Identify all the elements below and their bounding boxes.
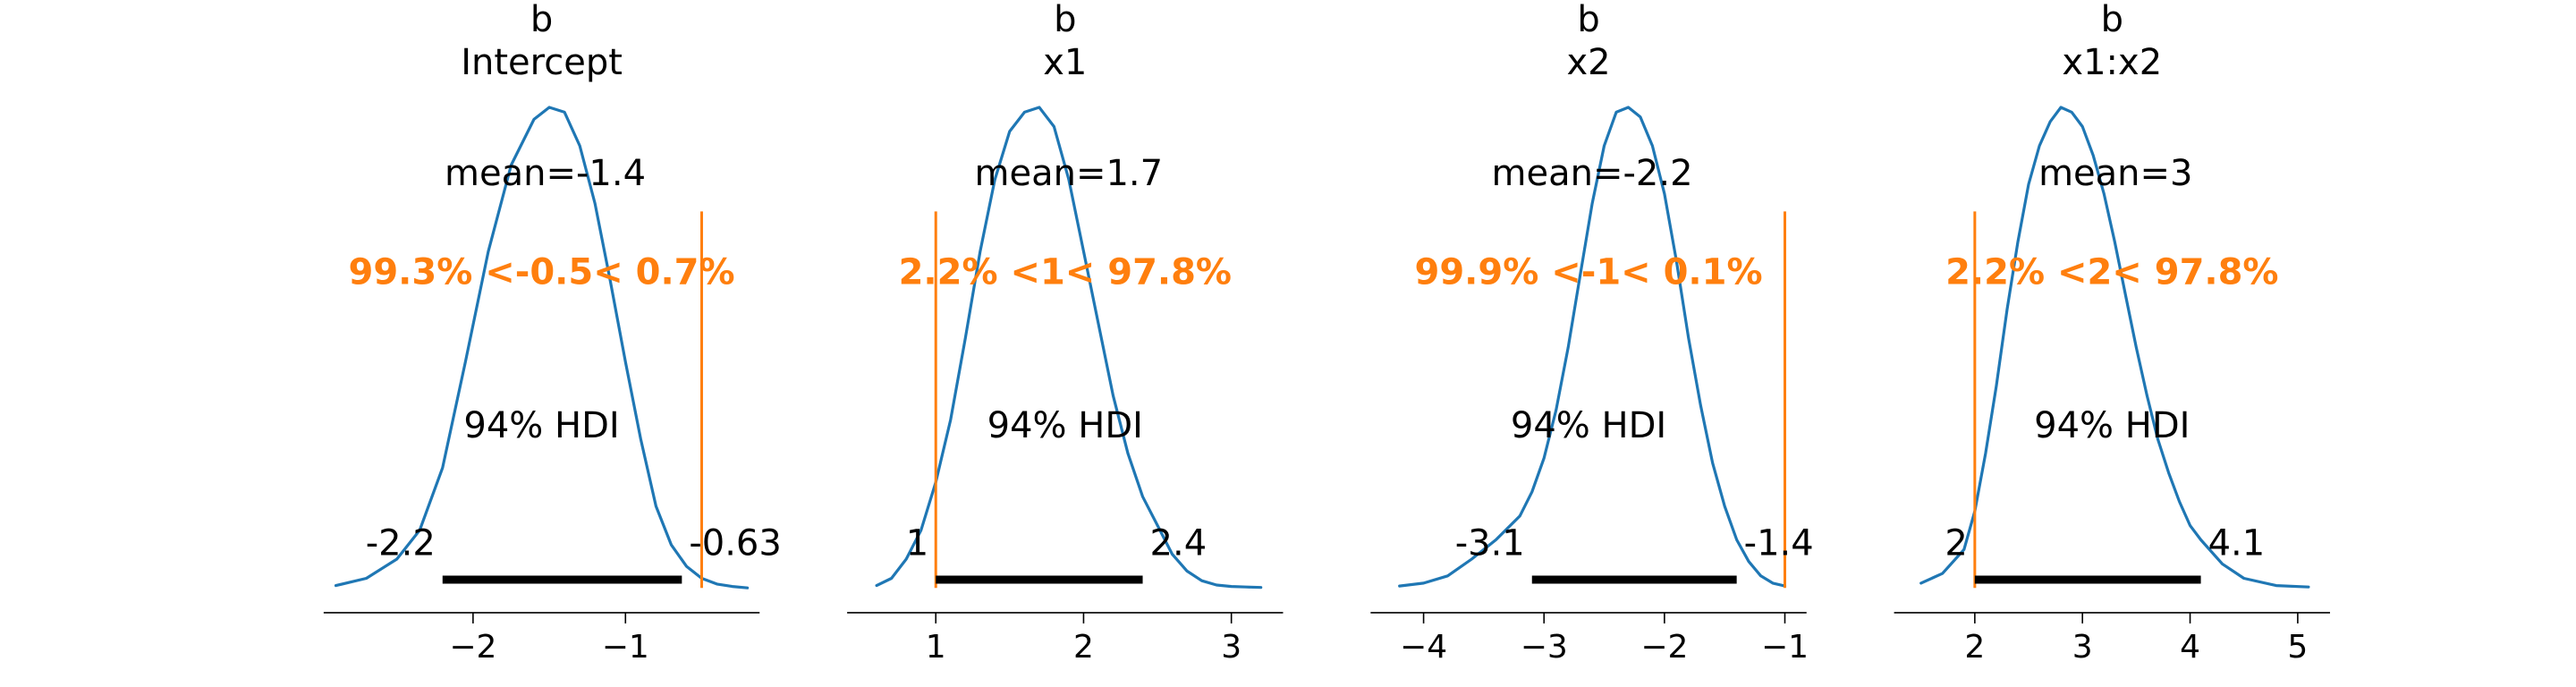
x-tick-label: −4 [1400, 629, 1447, 666]
x-tick-label: 4 [2180, 629, 2200, 666]
posterior-panel-2: bx1 mean=1.7 2.2% <1< 97.8% 94% HDI 1 2.4 1 2 3 [847, 0, 1284, 666]
hdi-upper-value: 4.1 [2208, 522, 2266, 564]
mean-label: mean=1.7 [975, 153, 1164, 194]
hdi-upper-value: 2.4 [1150, 522, 1208, 564]
reference-probability-label: 2.2% <1< 97.8% [899, 252, 1232, 293]
x-tick-label: −2 [1640, 629, 1688, 666]
reference-probability-label: 99.9% <-1< 0.1% [1415, 252, 1763, 293]
posterior-panel-3: bx2 mean=-2.2 99.9% <-1< 0.1% 94% HDI -3.1 -1… [1370, 0, 1814, 666]
panel-title-line-1: b [1054, 0, 1076, 40]
panel-title-line-1: b [1577, 0, 1599, 40]
mean-label: mean=3 [2038, 153, 2192, 194]
reference-probability-label: 2.2% <2< 97.8% [1945, 252, 2278, 293]
hdi-lower-value: 2 [1945, 522, 1967, 564]
panel-title-line-2: x2 [1566, 42, 1610, 83]
x-tick-label: 5 [2287, 629, 2308, 666]
reference-probability-label: 99.3% <-0.5< 0.7% [349, 252, 735, 293]
x-tick-label: −1 [1761, 629, 1809, 666]
density-curve [1398, 106, 1787, 588]
hdi-lower-value: -3.1 [1455, 522, 1525, 564]
panel-title-line-2: Intercept [461, 42, 623, 83]
mean-label: mean=-1.4 [445, 153, 646, 194]
x-tick-label: 2 [1073, 629, 1094, 666]
x-tick-label: −2 [449, 629, 496, 666]
x-tick-label: −3 [1521, 629, 1568, 666]
panel-title-line-2: x1 [1043, 42, 1087, 83]
x-tick-label: 3 [2072, 629, 2093, 666]
density-curve [334, 106, 750, 589]
density-curve [875, 106, 1263, 589]
x-tick-label: 3 [1221, 629, 1241, 666]
panel-title-line-1: b [2101, 0, 2123, 40]
mean-label: mean=-2.2 [1492, 153, 1693, 194]
hdi-label: 94% HDI [1511, 405, 1666, 446]
hdi-lower-value: 1 [906, 522, 928, 564]
hdi-label: 94% HDI [463, 405, 619, 446]
density-curve [1919, 106, 2310, 589]
hdi-lower-value: -2.2 [366, 522, 436, 564]
posterior-panel-4: bx1:x2 mean=3 2.2% <2< 97.8% 94% HDI 2 4.1 2 3 4… [1894, 0, 2330, 666]
x-tick-label: 2 [1964, 629, 1985, 666]
panel-title-line-2: x1:x2 [2062, 42, 2162, 83]
panel-title-line-1: b [530, 0, 553, 40]
x-tick-label: −1 [602, 629, 649, 666]
hdi-upper-value: -1.4 [1744, 522, 1814, 564]
hdi-upper-value: -0.63 [689, 522, 782, 564]
hdi-label: 94% HDI [987, 405, 1143, 446]
x-tick-label: 1 [926, 629, 946, 666]
hdi-label: 94% HDI [2034, 405, 2190, 446]
